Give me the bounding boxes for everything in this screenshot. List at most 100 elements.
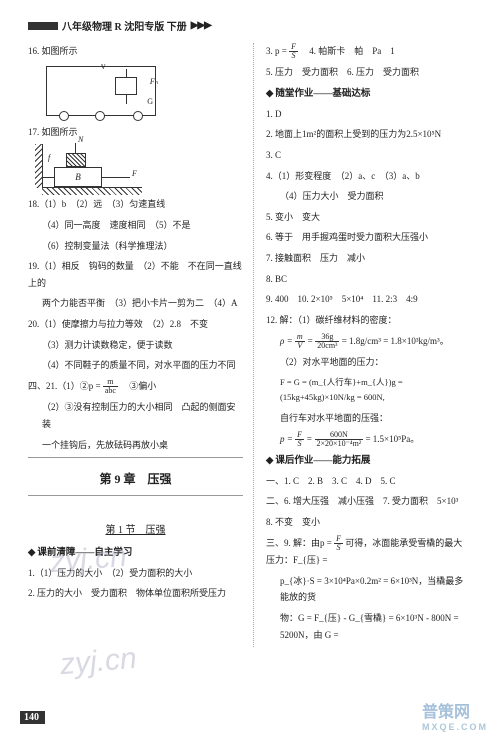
eq-text: = 1.5×10⁵Pa。 [365,434,419,444]
fig17-f-line [43,177,54,178]
fig16-wheel [59,111,69,121]
header-bar [28,22,58,30]
fig17-wall-hatch [35,144,42,188]
b-2: 2. 地面上1m²的面积上受到的压力为2.5×10⁵N [266,126,468,143]
fig17-ground-hatch [42,188,142,195]
b-12-2: （2）对水平地面的压力： [266,354,468,371]
eq-text: = [307,336,313,346]
a-1: 一、1. C 2. B 3. C 4. D 5. C [266,473,468,490]
b-3: 3. C [266,147,468,164]
item-17: 17. 如图所示 [28,124,243,141]
item-21-1: 四、21.（1）②p = m abc ③偏小 [28,378,243,395]
pre-1: 1.（1）压力的大小 （2）受力面积的大小 [28,565,243,582]
fig17-f-arrow [102,177,130,178]
eq-frac: 36g 20cm³ [315,333,339,350]
footer-brand-sub: MXQE.COM [422,722,488,732]
r-5: 5. 压力 受力面积 6. 压力 受力面积 [266,64,468,81]
r3-text: 3. p = [266,46,287,56]
left-column: 16. 如图所示 v Fₙ G 17. 如图所示 B [28,43,243,647]
r3-text2: 4. 帕斯卡 帕 Pa 1 [300,46,395,56]
fig16-box [115,77,137,95]
item-18-1: 18.（1）b （2）远 （3）匀速直线 [28,196,243,213]
figure-16: v Fₙ G [46,66,156,116]
fig16-fn-arrow [126,69,127,78]
divider [28,495,243,496]
footer-brand: 普策网 MXQE.COM [422,698,488,732]
item-19-2: 两个力能否平衡 （3）把小卡片一剪为二 （4）A [28,295,243,312]
b-12-eq3: p = F S = 600N 2×20×10⁻⁴m² = 1.5×10⁵Pa。 [266,431,468,448]
item-21-frac: m abc [103,378,118,395]
fig16-fn: Fₙ [150,75,158,90]
item-18-6: （6）控制变量法（科学推理法） [28,238,243,255]
eq-text: = 1.8g/cm³ = 1.8×10³kg/m³。 [342,336,449,346]
r3-frac: F S [289,43,298,60]
b-12-3: 自行车对水平地面的压强： [266,410,468,427]
fig17-block-b: B [54,167,102,187]
watermark: zyj.cn [59,642,138,683]
preclass-head: 课前清障——自主学习 [28,545,243,563]
item-21-2: （2）③没有控制压力的大小相同 凸起的侧面安装 [28,399,243,432]
eq-text: = [306,434,312,444]
b-7: 7. 接触面积 压力 减小 [266,250,468,267]
b-4b: （4）压力大小 受力面积 [266,188,468,205]
b-9: 9. 400 10. 2×10⁵ 5×10⁴ 11. 2:3 4:9 [266,291,468,308]
b-4a: 4.（1）形变程度 （2）a、c （3）a、b [266,168,468,185]
item-21-3: 一个挂钩后，先放砝码再放小桌 [28,437,243,454]
b-12-eq2: F = G = (m_{人行车}+m_{人})g = (15kg+45kg)×1… [266,375,468,406]
header-grade: 八年级物理 R 沈阳专版 下册 [62,18,187,33]
fig17-n-arrow [75,143,76,153]
divider [28,457,243,458]
r-3: 3. p = F S 4. 帕斯卡 帕 Pa 1 [266,43,468,60]
fig17-block-a [66,153,86,167]
item-21-text2: ③偏小 [120,381,156,391]
fig16-v: v [101,58,106,75]
fig17-f-label: f [48,151,50,166]
fig17-ground [42,187,142,188]
a9-text: 三、9. 解：由p = [266,538,332,548]
afterclass-head: 课后作业——能力拓展 [266,453,468,471]
inclass-head: 随堂作业——基础达标 [266,86,468,104]
eq-frac: 600N 2×20×10⁻⁴m² [315,431,364,448]
eq-frac: m V [295,333,305,350]
b-5: 5. 变小 变大 [266,209,468,226]
frac-den: V [295,342,305,350]
chapter-title: 第 9 章 压强 [28,468,243,490]
frac-den: S [334,544,343,552]
fig16-g-line [126,94,127,104]
item-21-text: 四、21.（1）②p = [28,381,101,391]
frac-den: S [289,52,298,60]
section-1-title: 第 1 节 压强 [28,522,243,541]
item-18-4: （4）同一高度 速度相同 （5）不是 [28,217,243,234]
frac-den: S [295,440,304,448]
fig17-wall [42,144,43,188]
eq-text: ρ = [280,336,293,346]
header-arrows: ▶▶▶ [191,20,211,31]
item-19-1: 19.（1）相反 钩码的数量 （2）不能 不在同一直线上的 [28,258,243,291]
frac-den: abc [103,387,118,395]
fig17-n-label: N [78,133,83,148]
b-1: 1. D [266,106,468,123]
fig16-wheel [133,111,143,121]
fig16-g: G [147,95,153,110]
item-20-4: （4）不同鞋子的质量不同，对水平面的压力不同 [28,357,243,374]
eq-text: p = [280,434,293,444]
fig16-wheel [95,111,105,121]
item-20-3: （3）测力计读数稳定，便于读数 [28,337,243,354]
a-2: 二、6. 增大压强 减小压强 7. 受力面积 5×10³ [266,493,468,510]
page-header: 八年级物理 R 沈阳专版 下册 ▶▶▶ [28,18,478,33]
figure-17: B N F f [42,144,162,188]
frac-den: 2×20×10⁻⁴m² [315,440,364,448]
pre-2: 2. 压力的大小 受力面积 物体单位面积所受压力 [28,585,243,602]
footer-brand-text: 普策网 [422,704,470,721]
a-9c: p_{冰}·S = 3×10⁴Pa×0.2m² = 6×10³N，当橇最多能放的… [266,573,468,606]
eq-frac: F S [295,431,304,448]
item-16: 16. 如图所示 [28,43,243,60]
a-9a: 三、9. 解：由p = F S 可得，冰面能承受雪橇的最大压力：F_{压} = [266,535,468,569]
b-8: 8. BC [266,271,468,288]
fig17-F-label: F [132,167,137,182]
a-8: 8. 不变 变小 [266,514,468,531]
page-number: 140 [20,711,45,724]
frac-den: 20cm³ [315,342,339,350]
item-20-1: 20.（1）使摩擦力与拉力等效 （2）2.8 不变 [28,316,243,333]
right-column: 3. p = F S 4. 帕斯卡 帕 Pa 1 5. 压力 受力面积 6. 压… [253,43,468,647]
